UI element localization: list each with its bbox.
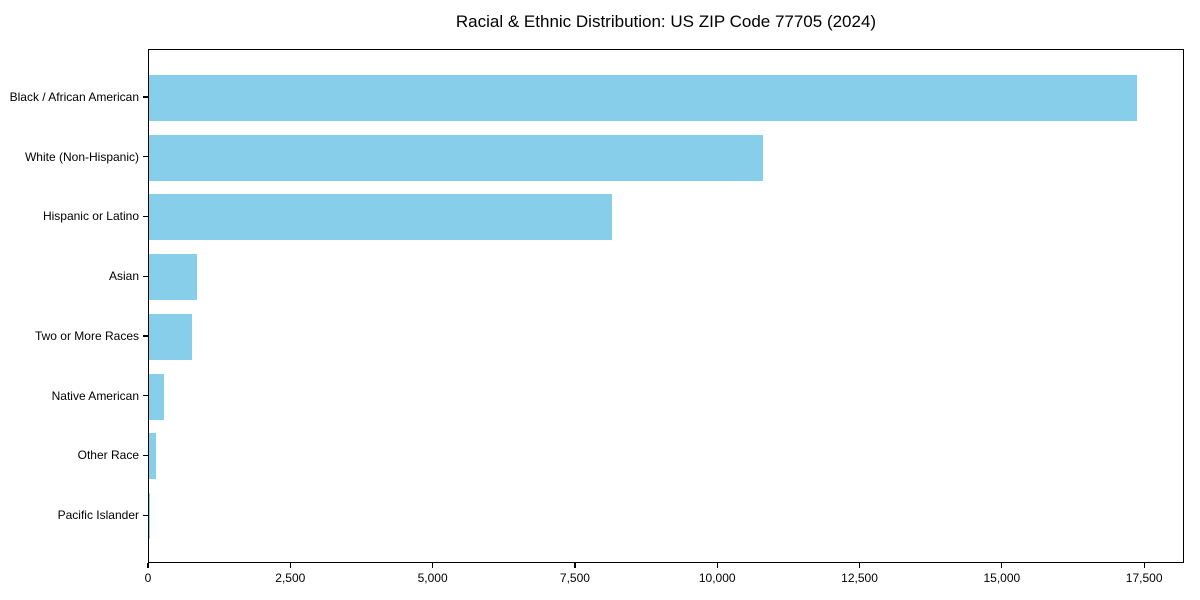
y-tick-mark xyxy=(143,156,148,158)
x-tick-label: 10,000 xyxy=(698,571,736,585)
y-tick-mark xyxy=(143,335,148,337)
bar xyxy=(149,74,1138,121)
y-tick-label: Hispanic or Latino xyxy=(42,209,139,224)
bar xyxy=(149,493,150,540)
x-tick-mark xyxy=(716,563,718,568)
bar xyxy=(149,433,156,480)
y-tick-mark xyxy=(143,514,148,516)
y-tick-mark xyxy=(143,395,148,397)
x-tick-label: 0 xyxy=(144,571,152,585)
y-tick-mark xyxy=(143,96,148,98)
plot-area xyxy=(148,49,1184,563)
x-tick-mark xyxy=(1143,563,1145,568)
x-tick-mark xyxy=(147,563,149,568)
x-tick-label: 15,000 xyxy=(983,571,1021,585)
chart-title: Racial & Ethnic Distribution: US ZIP Cod… xyxy=(455,12,877,31)
y-tick-mark xyxy=(143,215,148,218)
bar xyxy=(149,194,613,241)
x-tick-mark xyxy=(858,563,861,568)
x-tick-mark xyxy=(289,563,291,568)
bar xyxy=(149,313,193,360)
y-tick-mark xyxy=(143,275,148,277)
x-tick-mark xyxy=(431,563,434,568)
y-tick-mark xyxy=(143,454,148,457)
y-tick-label: Two or More Races xyxy=(34,328,139,343)
x-tick-label: 7,500 xyxy=(559,571,590,585)
x-tick-label: 17,500 xyxy=(1125,571,1163,585)
y-tick-label: Black / African American xyxy=(9,89,139,104)
bar xyxy=(149,254,197,301)
y-tick-label: Native American xyxy=(51,388,139,403)
y-tick-label: Pacific Islander xyxy=(57,508,139,523)
x-tick-label: 2,500 xyxy=(275,571,306,585)
y-tick-label: Other Race xyxy=(77,448,139,463)
bar xyxy=(149,134,763,181)
y-tick-label: Asian xyxy=(108,269,139,284)
x-tick-mark xyxy=(1001,563,1003,568)
y-tick-label: White (Non-Hispanic) xyxy=(24,149,139,164)
x-tick-label: 12,500 xyxy=(841,571,878,585)
x-tick-label: 5,000 xyxy=(417,571,448,585)
x-tick-mark xyxy=(574,563,576,568)
bar xyxy=(149,373,164,420)
